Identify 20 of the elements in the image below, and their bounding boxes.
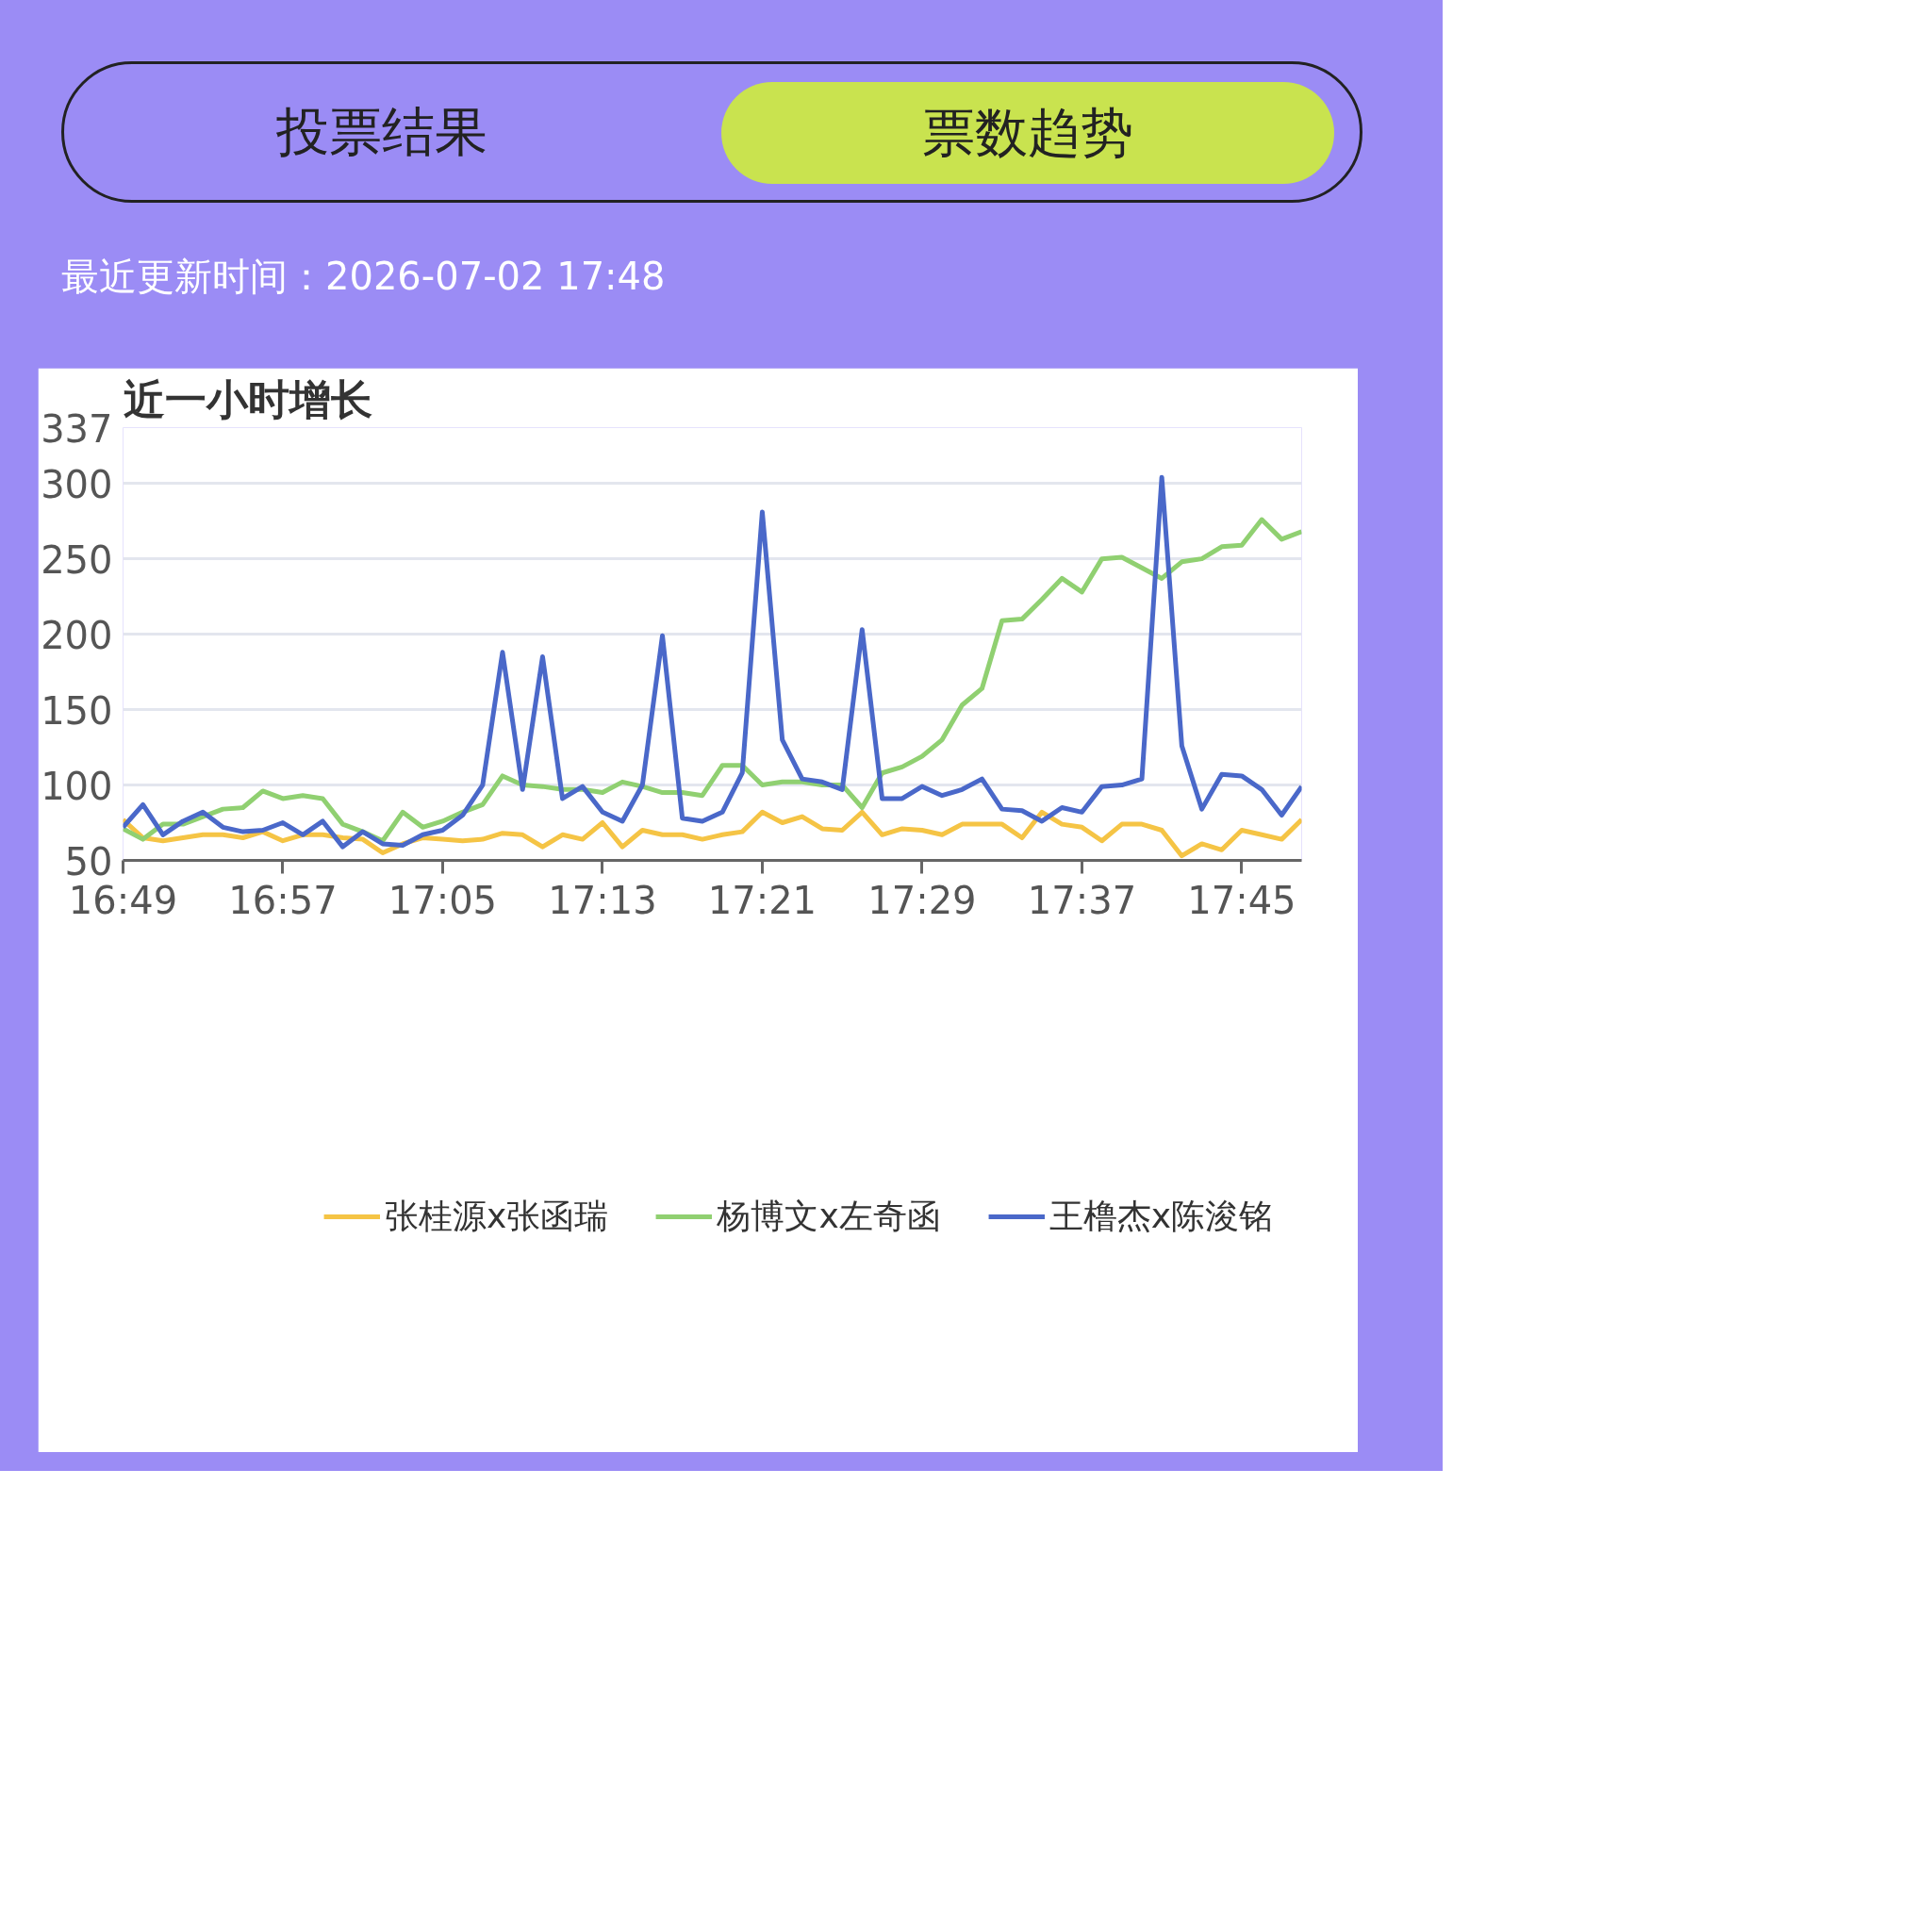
y-tick-label: 200 <box>41 613 113 657</box>
x-tick-label: 17:05 <box>388 878 498 922</box>
x-tick-label: 17:21 <box>707 878 817 922</box>
text: 投票结果 <box>275 100 488 164</box>
y-tick-label: 150 <box>41 688 113 733</box>
text: 最近更新时间：2026-07-02 17:48 <box>61 254 666 300</box>
x-tick-label: 17:29 <box>867 878 977 922</box>
legend-label: 张桂源x张函瑞 <box>385 1195 609 1237</box>
y-tick-label: 300 <box>41 462 113 506</box>
x-tick-label: 17:37 <box>1027 878 1137 922</box>
legend-label: 杨博文x左奇函 <box>717 1195 941 1237</box>
x-tick-label: 16:57 <box>228 878 338 922</box>
legend-label: 王橹杰x陈浚铭 <box>1049 1195 1273 1237</box>
y-tick-label: 250 <box>41 537 113 582</box>
chart-title: 近一小时增长 <box>123 374 372 423</box>
y-tick-label: 337 <box>41 406 113 451</box>
text: 票数趋势 <box>721 82 1334 184</box>
x-tick-label: 17:13 <box>548 878 657 922</box>
x-tick-label: 17:45 <box>1187 878 1296 922</box>
y-tick-label: 100 <box>41 764 113 808</box>
